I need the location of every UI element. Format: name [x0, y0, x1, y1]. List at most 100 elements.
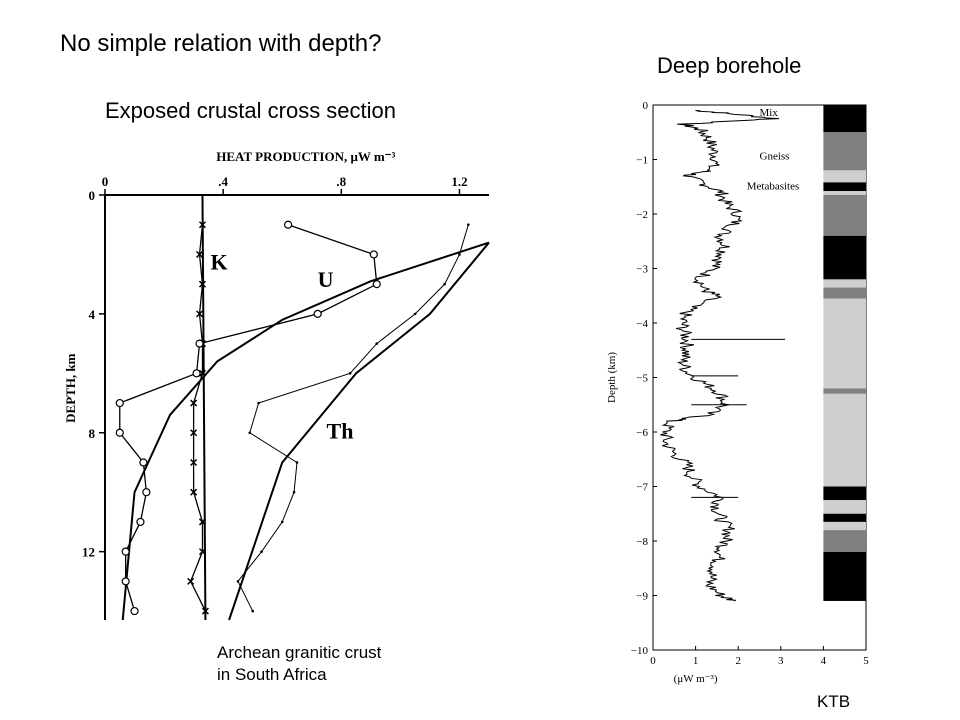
data-point-k [195, 250, 204, 258]
data-point-u [115, 428, 124, 437]
lithology-layer [823, 500, 866, 514]
lithology-layer [823, 235, 866, 280]
lithology-layer [823, 551, 866, 601]
y-axis-label: DEPTH, km [63, 353, 78, 423]
lithology-layer [823, 393, 866, 487]
lithology-layer [823, 170, 866, 183]
data-point-u [121, 577, 130, 586]
x-tick-label: 3 [778, 655, 784, 667]
y-tick-label: −4 [636, 318, 648, 330]
fit-curve-u [121, 241, 490, 621]
data-point-k [190, 488, 198, 496]
series-line-u [119, 224, 378, 612]
lithology-layer [823, 182, 866, 192]
data-point-k [195, 310, 204, 318]
data-point-k [198, 548, 207, 556]
legend-metabasites: Metabasites [747, 180, 800, 192]
data-point-k [190, 458, 198, 467]
data-point-k [198, 280, 207, 288]
series-label-u: U [318, 267, 334, 292]
lithology-layer [823, 513, 866, 522]
cross-section-caption: Archean granitic crust in South Africa [217, 642, 381, 686]
data-point-u [369, 250, 378, 259]
data-point-u [139, 458, 148, 467]
ktb-heat-production-chart: 0 1 2 3 4 5 0 −1 −2 −3 −4 −5 −6 −7 −8 −9 −10 (μW m⁻³) Dept… [606, 100, 869, 685]
data-point-th [280, 520, 284, 524]
data-point-th [443, 282, 446, 286]
data-point-k [198, 369, 207, 377]
fit-curve-k [201, 194, 207, 621]
caption-line-1: Archean granitic crust [217, 643, 382, 662]
lithology-layer [823, 191, 866, 195]
lithology-layer [823, 287, 866, 299]
data-point-th [292, 490, 296, 494]
data-point-u [192, 369, 201, 378]
data-point-u [313, 309, 322, 318]
y-tick-label: 4 [89, 307, 96, 322]
data-point-u [130, 606, 139, 616]
y-tick-label: −6 [636, 427, 648, 439]
ktb-label: KTB [817, 692, 851, 711]
data-point-th [260, 550, 263, 553]
data-point-th [248, 431, 252, 435]
y-tick-label: −1 [636, 155, 648, 167]
data-point-u [284, 220, 293, 229]
data-point-th [458, 253, 461, 256]
x-axis-label: (μW m⁻³) [674, 673, 718, 685]
lithology-layer [823, 388, 866, 394]
data-point-th [295, 461, 299, 464]
lithology-layer [823, 486, 866, 501]
x-axis-label: HEAT PRODUCTION, μW m⁻³ [216, 149, 395, 164]
lithology-layer [823, 298, 866, 389]
x-tick-label: 0 [650, 655, 656, 667]
data-point-k [187, 577, 195, 585]
y-tick-label: −7 [636, 482, 648, 494]
data-point-th [375, 342, 379, 345]
series-label-th: Th [327, 419, 354, 444]
y-tick-label: −10 [631, 645, 649, 657]
x-tick-label: 2 [735, 655, 741, 667]
y-tick-label: −3 [636, 264, 648, 276]
y-tick-label: −9 [636, 591, 648, 603]
data-point-k [190, 399, 198, 407]
lithology-layer [823, 521, 866, 531]
y-tick-label: 8 [89, 426, 96, 441]
lithology-layer [823, 105, 866, 133]
heat-production-log [660, 109, 780, 602]
x-tick-label: 4 [821, 655, 827, 667]
data-point-u [372, 280, 381, 289]
lithology-layer [823, 194, 866, 236]
data-point-k [198, 221, 207, 229]
x-tick-label: .8 [336, 174, 346, 189]
y-tick-label: 12 [82, 545, 95, 560]
y-tick-label: 0 [643, 100, 649, 112]
y-tick-label: −8 [636, 536, 648, 548]
data-point-u [121, 547, 130, 556]
y-tick-label: −2 [636, 209, 648, 221]
legend-mix: Mix [760, 107, 779, 119]
lithology-layer [823, 279, 866, 288]
series-label-k: K [210, 249, 227, 274]
data-point-u [136, 517, 145, 527]
x-tick-label: 1 [693, 655, 699, 667]
data-point-th [467, 223, 470, 227]
series-line-k [189, 224, 207, 612]
y-tick-label: 0 [89, 188, 96, 203]
data-point-u [195, 339, 204, 348]
fit-curve-th [228, 241, 490, 621]
borehole-title: Deep borehole [657, 53, 802, 78]
lithology-layer [823, 132, 866, 171]
data-point-u [115, 398, 124, 408]
data-point-u [142, 488, 151, 497]
data-point-th [251, 609, 254, 613]
data-point-k [201, 607, 209, 615]
data-point-th [236, 580, 240, 583]
crustal-heat-production-chart: 0 .4 .8 1.2 0 4 8 12 HEAT PRODUCTION, μW m⁻³ DEPT… [63, 149, 490, 621]
y-axis-label: Depth (km) [606, 352, 618, 403]
data-point-th [348, 372, 352, 375]
cross-section-title: Exposed crustal cross section [105, 98, 397, 123]
x-tick-label: 1.2 [451, 174, 467, 189]
x-tick-label: 5 [863, 655, 869, 667]
data-point-th [257, 401, 260, 405]
y-tick-label: −5 [636, 373, 648, 385]
